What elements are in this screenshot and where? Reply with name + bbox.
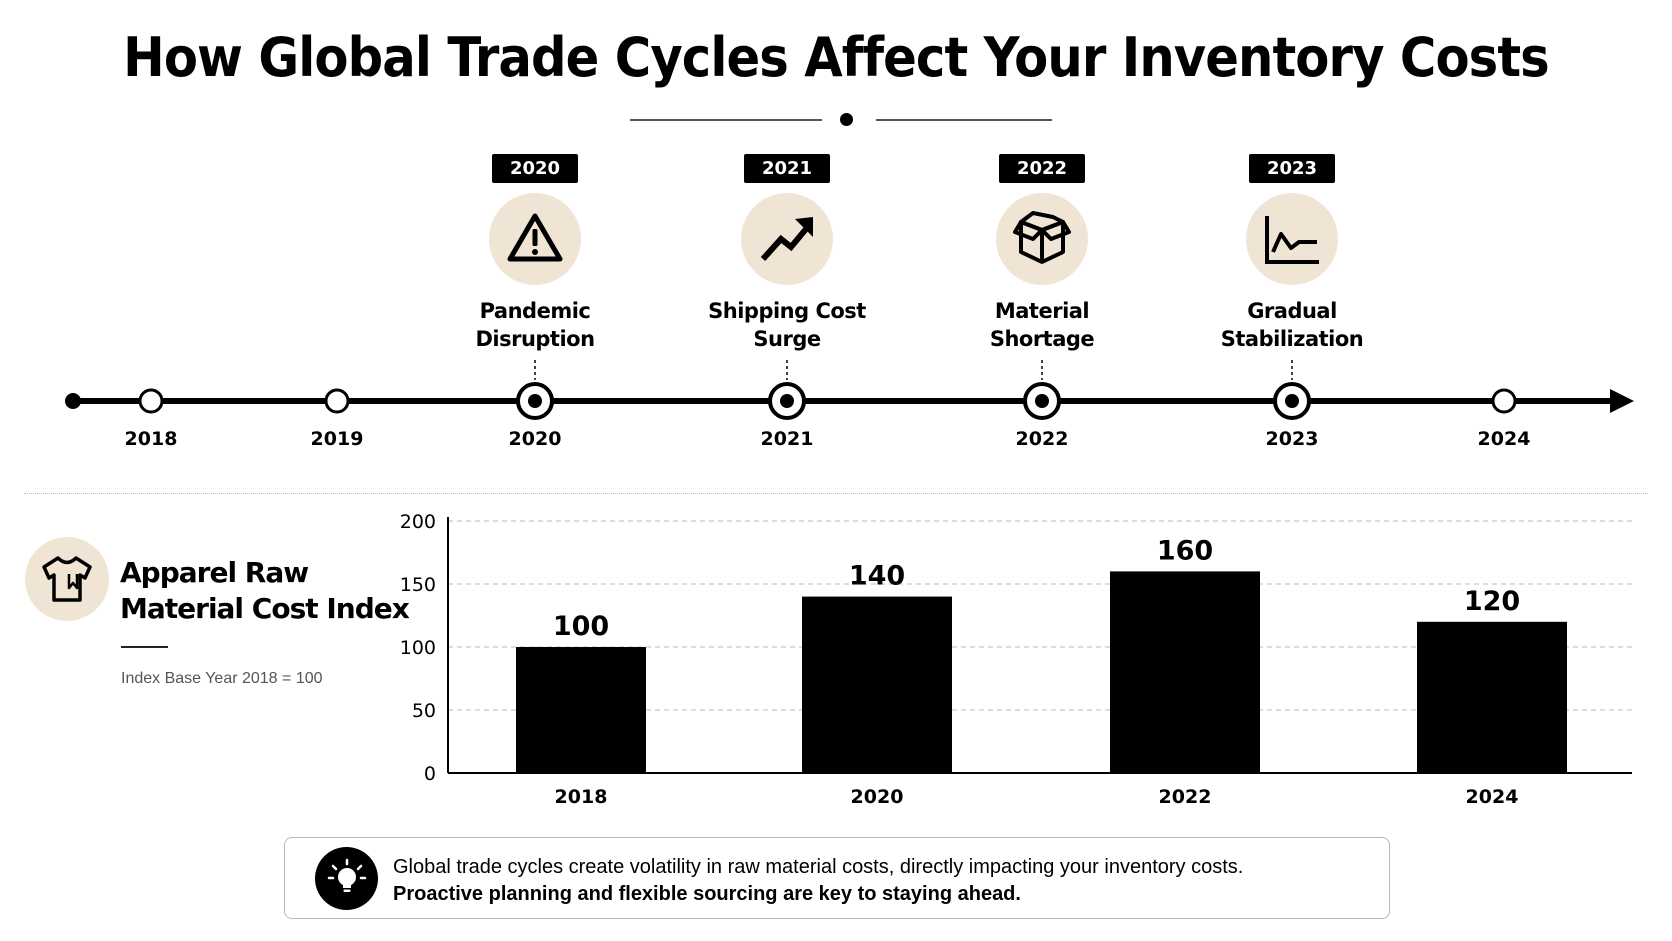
bar-value-label: 120: [1464, 586, 1520, 617]
event-label: Material Shortage: [989, 299, 1095, 351]
trend-up-arrow-icon: [741, 193, 833, 285]
line-chart-icon: [1246, 193, 1338, 285]
timeline-node-center-2021: [780, 394, 794, 408]
chart-legend-title: Apparel Raw Material Cost Index: [120, 556, 410, 625]
bar-2024: [1417, 621, 1567, 773]
timeline-node-center-2023: [1285, 394, 1299, 408]
event-year-badge: 2021: [743, 154, 831, 183]
x-tick-label: 2018: [555, 786, 608, 808]
title-divider-left: [630, 119, 822, 121]
timeline-node-2019: [324, 388, 350, 414]
callout-line-1: Global trade cycles create volatility in…: [393, 856, 1244, 878]
event-year-badge: 2020: [491, 154, 579, 183]
title-divider-dot: [840, 113, 853, 126]
timeline-year-label: 2023: [1266, 428, 1319, 450]
y-tick-label: 100: [400, 637, 436, 659]
timeline-arrowhead: [1610, 389, 1634, 413]
bar-value-label: 160: [1157, 535, 1213, 566]
bar-2020: [802, 596, 952, 773]
event-label: Pandemic Disruption: [475, 299, 595, 351]
event-year-badge: 2022: [998, 154, 1086, 183]
bar-2022: [1110, 571, 1260, 773]
event-label: Gradual Stabilization: [1220, 299, 1364, 351]
timeline-year-label: 2018: [125, 428, 178, 450]
open-box-icon: [996, 193, 1088, 285]
cost-index-bar-chart: 0 50 100 150 200 100 2018 140 2020 160 2022 120 2024: [400, 511, 1632, 808]
timeline-start-dot: [65, 393, 81, 409]
timeline-event-2020: 2020 Pandemic Disruption: [425, 154, 645, 353]
timeline-node-2018: [138, 388, 164, 414]
timeline-year-label: 2024: [1478, 428, 1531, 450]
insight-callout: Global trade cycles create volatility in…: [284, 837, 1390, 919]
timeline-axis: 2018 2019 2020 2021 2022 2023 2024: [65, 360, 1634, 450]
timeline-year-label: 2022: [1016, 428, 1069, 450]
y-tick-label: 0: [424, 763, 436, 785]
x-tick-label: 2022: [1159, 786, 1212, 808]
timeline-node-center-2020: [528, 394, 542, 408]
timeline-event-2022: 2022 Material Shortage: [932, 154, 1152, 353]
timeline-node-2024: [1491, 388, 1517, 414]
index-base-note: Index Base Year 2018 = 100: [121, 670, 323, 687]
t-shirt-icon: [25, 537, 109, 621]
timeline-year-label: 2019: [311, 428, 364, 450]
bar-2018: [516, 647, 646, 773]
y-tick-label: 200: [400, 511, 436, 533]
warning-triangle-icon: [489, 193, 581, 285]
lightbulb-icon: [315, 847, 378, 910]
timeline-event-2021: 2021 Shipping Cost Surge: [677, 154, 897, 353]
x-tick-label: 2020: [851, 786, 904, 808]
x-tick-label: 2024: [1466, 786, 1519, 808]
title-divider-right: [876, 119, 1052, 121]
section-divider: [24, 493, 1648, 494]
timeline-event-2023: 2023 Gradual Stabilization: [1182, 154, 1402, 353]
timeline-year-label: 2021: [761, 428, 814, 450]
callout-text: Global trade cycles create volatility in…: [393, 854, 1243, 908]
legend-rule: [121, 646, 168, 648]
event-year-badge: 2023: [1248, 154, 1336, 183]
y-tick-label: 150: [400, 574, 436, 596]
bar-value-label: 140: [849, 561, 905, 592]
callout-line-2: Proactive planning and flexible sourcing…: [393, 883, 1021, 905]
page-title: How Global Trade Cycles Affect Your Inve…: [123, 26, 1550, 89]
bar-value-label: 100: [553, 611, 609, 642]
y-tick-label: 50: [412, 700, 436, 722]
event-label: Shipping Cost Surge: [708, 299, 866, 351]
timeline-node-center-2022: [1035, 394, 1049, 408]
timeline-year-label: 2020: [509, 428, 562, 450]
